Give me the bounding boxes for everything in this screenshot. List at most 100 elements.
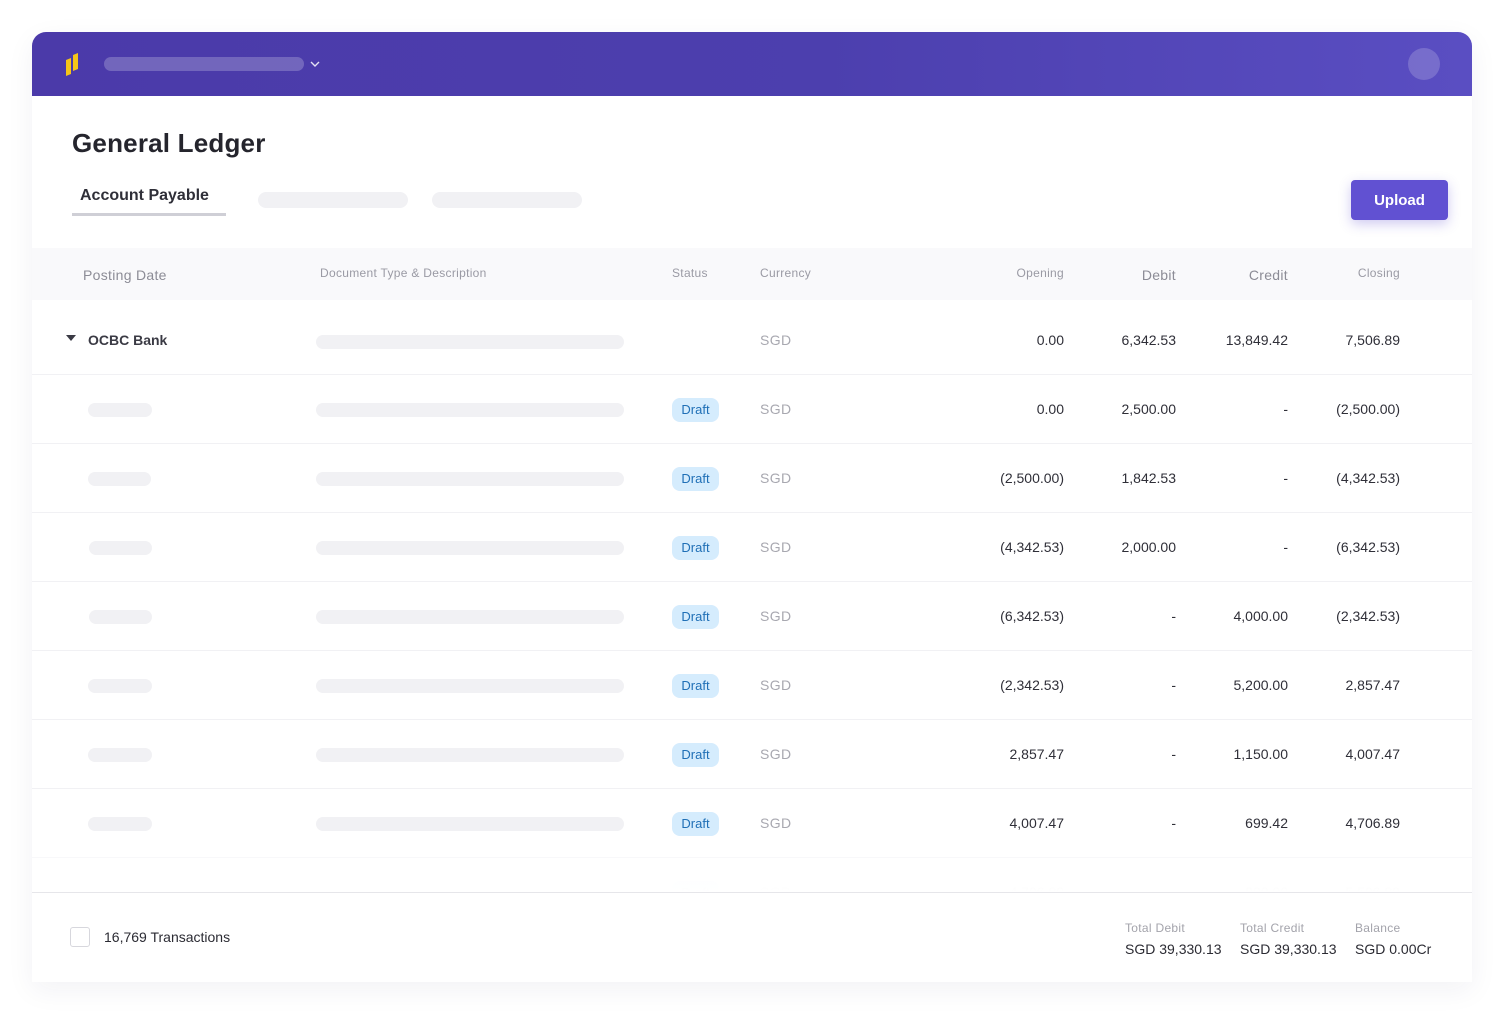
description-placeholder: [316, 679, 624, 693]
group-row-ocbc-bank[interactable]: OCBC Bank SGD 0.00 6,342.53 13,849.42 7,…: [32, 306, 1472, 375]
table-row[interactable]: Draft SGD 4,706.89 - 800.00 5,506.89: [32, 858, 1472, 892]
currency-cell: SGD: [760, 401, 792, 417]
credit-cell: -: [1283, 470, 1288, 486]
closing-cell: (2,342.53): [1336, 608, 1400, 624]
closing-cell: (4,342.53): [1336, 470, 1400, 486]
column-debit[interactable]: Debit: [1141, 267, 1176, 283]
currency-cell: SGD: [760, 815, 792, 831]
opening-cell: 4,007.47: [1009, 815, 1065, 831]
posting-date-placeholder: [89, 541, 152, 555]
credit-cell: 13,849.42: [1225, 332, 1288, 348]
column-status[interactable]: Status: [672, 266, 708, 280]
description-placeholder: [316, 472, 624, 486]
currency-cell: SGD: [760, 608, 792, 624]
column-currency[interactable]: Currency: [760, 266, 812, 280]
opening-cell: (4,342.53): [1000, 539, 1064, 555]
closing-cell: 2,857.47: [1345, 677, 1401, 693]
posting-date-placeholder: [89, 610, 152, 624]
closing-cell: 5,506.89: [1345, 884, 1401, 892]
table-header: Posting Date Document Type & Description…: [32, 248, 1472, 300]
status-badge: Draft: [672, 467, 719, 491]
status-badge: Draft: [672, 674, 719, 698]
description-placeholder: [316, 748, 624, 762]
debit-cell: -: [1171, 884, 1176, 892]
credit-cell: 4,000.00: [1233, 608, 1289, 624]
table-row[interactable]: Draft SGD (6,342.53) - 4,000.00 (2,342.5…: [32, 582, 1472, 651]
table-row[interactable]: Draft SGD 0.00 2,500.00 - (2,500.00): [32, 375, 1472, 444]
closing-cell: (2,500.00): [1336, 401, 1400, 417]
total-credit-value: SGD 39,330.13: [1240, 941, 1337, 957]
organization-selector[interactable]: [104, 57, 304, 71]
status-badge: Draft: [672, 881, 719, 892]
opening-cell: 4,706.89: [1009, 884, 1065, 892]
opening-cell: 0.00: [1036, 332, 1064, 348]
opening-cell: (2,342.53): [1000, 677, 1064, 693]
tab-placeholder-1[interactable]: [258, 192, 408, 208]
credit-cell: -: [1283, 401, 1288, 417]
currency-cell: SGD: [760, 884, 792, 892]
opening-cell: (2,500.00): [1000, 470, 1064, 486]
credit-cell: 1,150.00: [1233, 746, 1289, 762]
closing-cell: 4,706.89: [1345, 815, 1401, 831]
currency-cell: SGD: [760, 332, 792, 348]
debit-cell: 2,500.00: [1121, 401, 1177, 417]
closing-cell: 4,007.47: [1345, 746, 1401, 762]
column-document-type[interactable]: Document Type & Description: [320, 266, 487, 280]
debit-cell: 2,000.00: [1121, 539, 1177, 555]
select-all-checkbox[interactable]: [70, 927, 90, 947]
table-row[interactable]: Draft SGD 4,007.47 - 699.42 4,706.89: [32, 789, 1472, 858]
debit-cell: 6,342.53: [1121, 332, 1177, 348]
credit-cell: 5,200.00: [1233, 677, 1289, 693]
user-avatar[interactable]: [1408, 48, 1440, 80]
description-placeholder: [316, 335, 624, 349]
debit-cell: -: [1171, 677, 1176, 693]
tab-account-payable[interactable]: Account Payable: [72, 184, 226, 216]
debit-cell: -: [1171, 815, 1176, 831]
credit-cell: 699.42: [1245, 815, 1288, 831]
description-placeholder: [316, 610, 624, 624]
debit-cell: -: [1171, 746, 1176, 762]
opening-cell: 2,857.47: [1009, 746, 1065, 762]
app-logo-icon[interactable]: [64, 52, 80, 76]
currency-cell: SGD: [760, 746, 792, 762]
app-window: General Ledger Account Payable Upload Po…: [32, 32, 1472, 982]
table-body: OCBC Bank SGD 0.00 6,342.53 13,849.42 7,…: [32, 300, 1472, 892]
table-row[interactable]: Draft SGD 2,857.47 - 1,150.00 4,007.47: [32, 720, 1472, 789]
total-debit-summary: Total Debit SGD 39,330.13: [1125, 921, 1222, 957]
tab-placeholder-2[interactable]: [432, 192, 582, 208]
table-row[interactable]: Draft SGD (4,342.53) 2,000.00 - (6,342.5…: [32, 513, 1472, 582]
group-name: OCBC Bank: [88, 332, 168, 348]
posting-date-placeholder: [88, 403, 152, 417]
balance-value: SGD 0.00Cr: [1355, 941, 1432, 957]
total-debit-label: Total Debit: [1125, 921, 1185, 935]
status-badge: Draft: [672, 743, 719, 767]
chevron-down-icon[interactable]: [310, 57, 322, 71]
column-closing[interactable]: Closing: [1357, 266, 1400, 280]
closing-cell: 7,506.89: [1345, 332, 1401, 348]
table-footer: 16,769 Transactions Total Debit SGD 39,3…: [32, 892, 1472, 982]
table-row[interactable]: Draft SGD (2,342.53) - 5,200.00 2,857.47: [32, 651, 1472, 720]
opening-cell: 0.00: [1036, 401, 1064, 417]
balance-summary: Balance SGD 0.00Cr: [1355, 921, 1431, 957]
page-title: General Ledger: [72, 128, 266, 158]
column-posting-date[interactable]: Posting Date: [83, 267, 167, 283]
description-placeholder: [316, 817, 624, 831]
credit-cell: -: [1283, 539, 1288, 555]
currency-cell: SGD: [760, 677, 792, 693]
table-row[interactable]: Draft SGD (2,500.00) 1,842.53 - (4,342.5…: [32, 444, 1472, 513]
column-opening[interactable]: Opening: [1016, 266, 1064, 280]
debit-cell: 1,842.53: [1121, 470, 1177, 486]
description-placeholder: [316, 541, 624, 555]
column-credit[interactable]: Credit: [1248, 267, 1288, 283]
closing-cell: (6,342.53): [1336, 539, 1400, 555]
credit-cell: 800.00: [1245, 884, 1288, 892]
currency-cell: SGD: [760, 470, 792, 486]
status-badge: Draft: [672, 536, 719, 560]
caret-down-icon[interactable]: [66, 335, 76, 341]
transaction-count: 16,769 Transactions: [104, 929, 231, 945]
description-placeholder: [316, 403, 624, 417]
posting-date-placeholder: [88, 817, 152, 831]
upload-button[interactable]: Upload: [1351, 180, 1448, 220]
balance-label: Balance: [1355, 921, 1401, 935]
